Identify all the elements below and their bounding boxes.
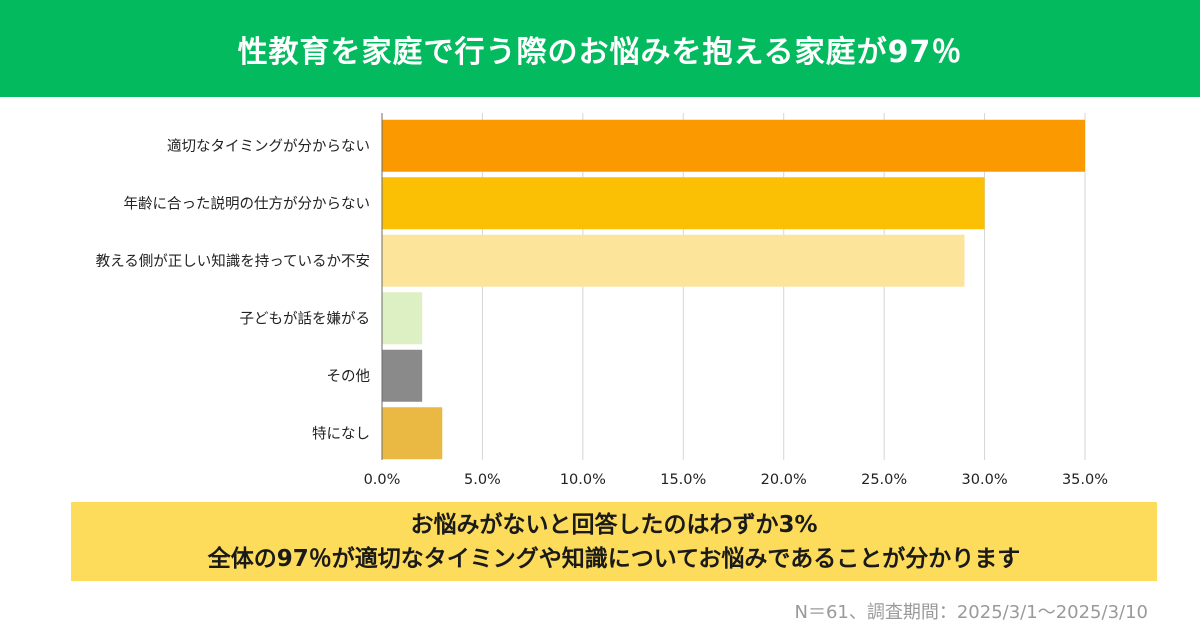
category-label: 年齢に合った説明の仕方が分からない bbox=[124, 195, 371, 212]
bar bbox=[382, 292, 423, 345]
x-tick-label: 20.0% bbox=[761, 472, 807, 488]
bar bbox=[382, 119, 1085, 172]
x-tick-label: 25.0% bbox=[861, 472, 907, 488]
x-tick-label: 5.0% bbox=[464, 472, 501, 488]
category-label: 特になし bbox=[312, 425, 370, 442]
x-tick-label: 10.0% bbox=[560, 472, 606, 488]
x-tick-label: 30.0% bbox=[962, 472, 1008, 488]
x-tick-label: 15.0% bbox=[660, 472, 706, 488]
summary-line-2: 全体の97％が適切なタイミングや知識についてお悩みであることが分かります bbox=[207, 545, 1021, 572]
category-label: 子どもが話を嫌がる bbox=[240, 310, 371, 327]
bar bbox=[382, 234, 965, 287]
page-title: 性教育を家庭で行う際のお悩みを抱える家庭が97％ bbox=[237, 34, 963, 70]
chart-area: 適切なタイミングが分からない年齢に合った説明の仕方が分からない教える側が正しい知… bbox=[0, 97, 1200, 497]
bar bbox=[382, 407, 443, 460]
title-banner: 性教育を家庭で行う際のお悩みを抱える家庭が97％ bbox=[0, 0, 1200, 97]
survey-footnote: N＝61、調査期間：2025/3/1～2025/3/10 bbox=[794, 602, 1148, 623]
bar bbox=[382, 177, 985, 230]
x-tick-label: 35.0% bbox=[1062, 472, 1108, 488]
bar bbox=[382, 349, 423, 402]
category-label: 教える側が正しい知識を持っているか不安 bbox=[96, 253, 370, 270]
category-label: 適切なタイミングが分からない bbox=[167, 137, 370, 155]
bar-chart: 適切なタイミングが分からない年齢に合った説明の仕方が分からない教える側が正しい知… bbox=[96, 113, 1108, 488]
category-label: その他 bbox=[327, 368, 371, 385]
summary-box: お悩みがないと回答したのはわずか3% 全体の97％が適切なタイミングや知識につい… bbox=[71, 502, 1157, 581]
x-tick-label: 0.0% bbox=[364, 472, 401, 488]
summary-line-1: お悩みがないと回答したのはわずか3% bbox=[410, 511, 818, 538]
